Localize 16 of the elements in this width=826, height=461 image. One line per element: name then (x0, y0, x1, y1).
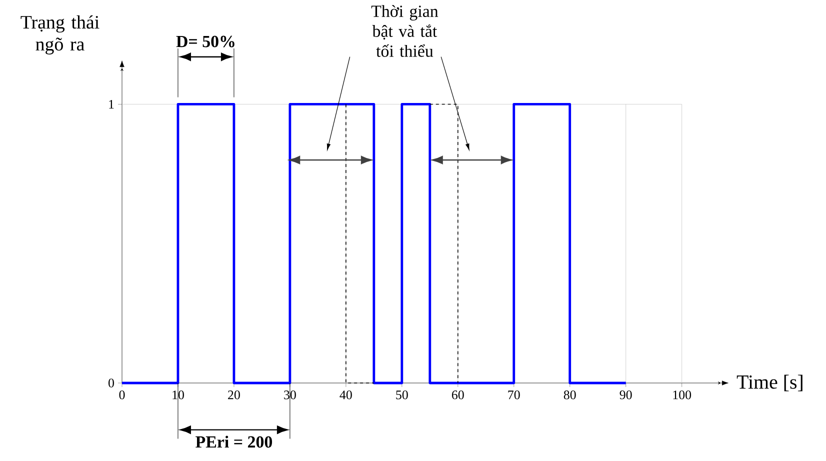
text: Thời gian bật và tắt tối thiểu (371, 5, 438, 57)
x-tick-label: 90 (620, 390, 632, 400)
x-tick-label: 40 (340, 390, 352, 400)
x-tick-label: 50 (396, 390, 408, 400)
x-tick-label: 80 (564, 390, 576, 400)
x-tick-label: 10 (172, 390, 184, 400)
x-axis-title: Time [s] (736, 374, 802, 392)
x-tick-label: 20 (228, 390, 240, 400)
x-tick-label: 70 (508, 390, 520, 400)
x-tick-label: 60 (452, 390, 464, 400)
y-tick-label: 1 (109, 100, 114, 109)
y-axis-title: Trạng thái ngõ ra (20, 15, 100, 54)
text: PEri = 200 (196, 436, 272, 448)
text: D= 50% (176, 36, 234, 48)
x-tick-label: 0 (119, 390, 125, 400)
x-tick-label: 100 (673, 390, 692, 400)
